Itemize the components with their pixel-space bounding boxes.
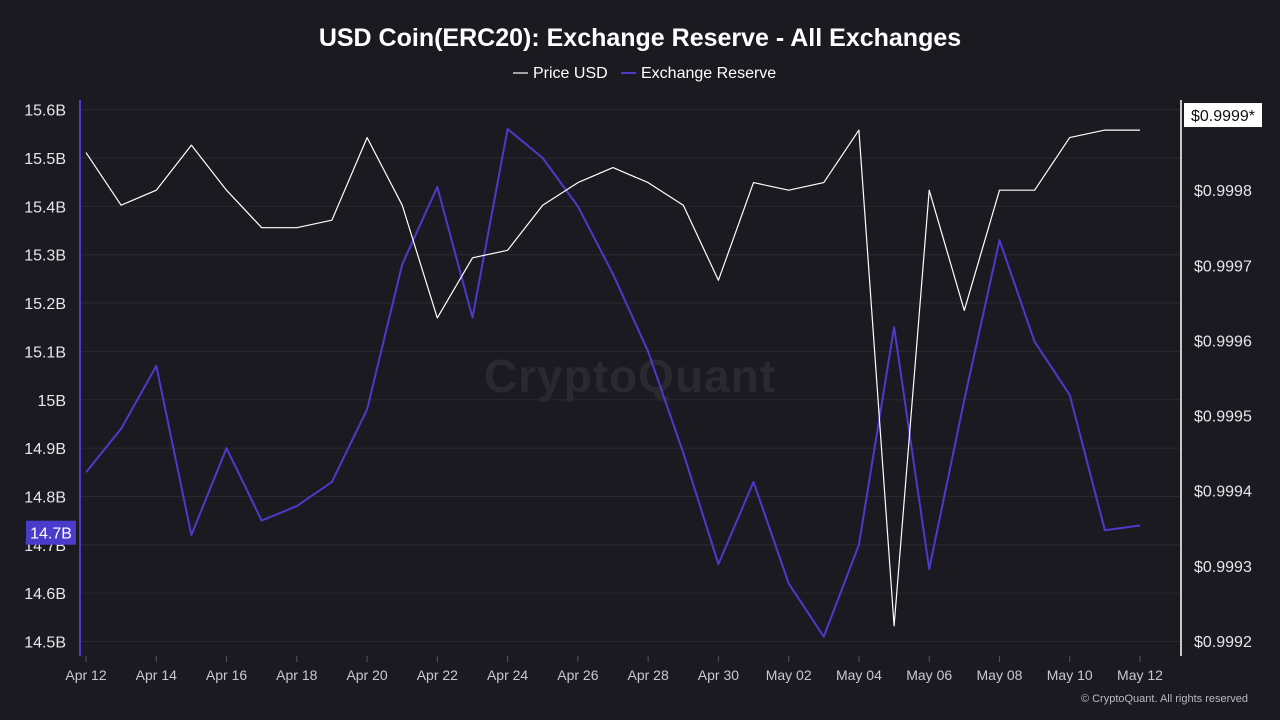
x-tick-label: Apr 26 <box>557 667 598 683</box>
left-tick-label: 15.6B <box>24 103 66 120</box>
left-tick-label: 15.3B <box>24 248 66 265</box>
left-tick-label: 14.8B <box>24 489 66 506</box>
left-tick-label: 15.1B <box>24 344 66 361</box>
x-tick-label: Apr 22 <box>417 667 458 683</box>
right-tick-label: $0.9998 <box>1194 183 1252 200</box>
right-tick-label: $0.9994 <box>1194 484 1252 501</box>
left-axis-ticks: 15.6B 15.5B 15.4B 15.3B 15.2B 15.1B 15B 14.9B 14… <box>24 103 66 652</box>
left-current-badge <box>26 520 76 545</box>
right-tick-label: $0.9992 <box>1194 634 1252 651</box>
x-tick-label: May 02 <box>766 667 812 683</box>
grid <box>80 109 1181 642</box>
right-current-badge-label: $0.9999* <box>1191 108 1255 125</box>
left-tick-label: 14.6B <box>24 586 66 603</box>
watermark: CryptoQuant <box>484 350 776 402</box>
right-tick-label: $0.9995 <box>1194 409 1252 426</box>
left-tick-label: 15.2B <box>24 296 66 313</box>
x-tick-label: May 08 <box>977 667 1023 683</box>
legend-label-price: Price USD <box>533 65 608 82</box>
right-axis-ticks: $0.9998 $0.9997 $0.9996 $0.9995 $0.9994 $0.99… <box>1194 183 1252 651</box>
right-tick-label: $0.9997 <box>1194 258 1252 275</box>
chart-title: USD Coin(ERC20): Exchange Reserve - All … <box>319 24 961 52</box>
left-tick-label: 14.9B <box>24 441 66 458</box>
x-tick-label: Apr 16 <box>206 667 247 683</box>
right-current-badge <box>1184 103 1262 128</box>
legend: Price USD Exchange Reserve <box>513 65 776 82</box>
left-tick-label: 15B <box>38 393 66 410</box>
series-line-exchange-reserve <box>85 128 1141 638</box>
legend-label-reserve: Exchange Reserve <box>641 65 776 82</box>
x-tick-label: Apr 20 <box>346 667 387 683</box>
current-value-badges: 14.7B $0.9999* <box>26 103 1262 545</box>
right-tick-label: $0.9996 <box>1194 333 1252 350</box>
x-axis-ticks: Apr 12 Apr 14 Apr 16 Apr 18 Apr 20 Apr 22 Apr … <box>65 656 1163 683</box>
copyright: © CryptoQuant. All rights reserved <box>1081 693 1248 705</box>
right-tick-label: $0.9993 <box>1194 559 1252 576</box>
x-tick-label: May 06 <box>906 667 952 683</box>
x-tick-label: May 12 <box>1117 667 1163 683</box>
x-tick-label: Apr 18 <box>276 667 317 683</box>
x-tick-label: Apr 28 <box>628 667 669 683</box>
left-current-badge-label: 14.7B <box>30 526 72 543</box>
x-tick-label: Apr 12 <box>65 667 106 683</box>
x-tick-label: May 10 <box>1047 667 1093 683</box>
left-tick-label: 15.4B <box>24 199 66 216</box>
x-tick-label: Apr 24 <box>487 667 528 683</box>
left-tick-label: 15.5B <box>24 151 66 168</box>
series-layer <box>85 128 1141 638</box>
x-tick-label: Apr 14 <box>136 667 177 683</box>
x-tick-label: Apr 30 <box>698 667 739 683</box>
left-tick-label: 14.5B <box>24 634 66 651</box>
series-line-price-usd <box>85 129 1140 627</box>
x-tick-label: May 04 <box>836 667 882 683</box>
